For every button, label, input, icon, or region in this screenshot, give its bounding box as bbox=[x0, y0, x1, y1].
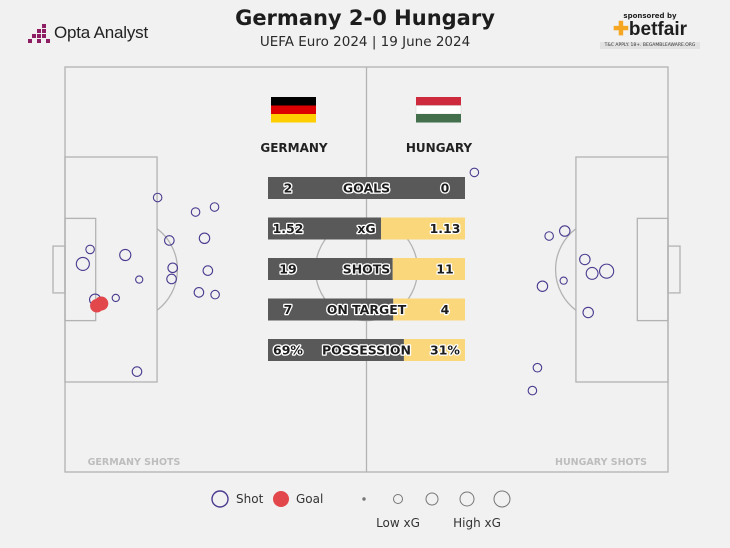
legend-xg-size-icon bbox=[362, 497, 366, 501]
germany-shot-marker bbox=[131, 366, 143, 377]
opta-analyst-logo: Opta Analyst bbox=[28, 20, 148, 46]
legend-xg-size-icon bbox=[393, 494, 403, 504]
hungary-shot-marker bbox=[582, 306, 594, 319]
legend-high-xg: High xG bbox=[453, 516, 501, 530]
hungary-shot-marker bbox=[527, 385, 538, 396]
stat-row-goals: GOALS 2 0 bbox=[268, 177, 465, 199]
stat-label: GOALS bbox=[343, 181, 390, 196]
germany-shot-marker bbox=[152, 192, 163, 203]
germany-shot-marker bbox=[190, 207, 201, 217]
germany-shot-marker bbox=[85, 244, 95, 255]
stat-row-possession: POSSESSION 69% 31% bbox=[268, 339, 465, 361]
stat-label: ON TARGET bbox=[327, 302, 407, 317]
page-subtitle: UEFA Euro 2024 | 19 June 2024 bbox=[259, 34, 471, 50]
sponsor-label: sponsored by bbox=[623, 12, 677, 20]
stat-bar-home bbox=[268, 177, 465, 199]
stat-bar-home bbox=[268, 298, 394, 321]
hungary-flag-stripe bbox=[416, 114, 461, 123]
hungary-shots-label: HUNGARY SHOTS bbox=[555, 457, 647, 468]
germany-shot-marker bbox=[210, 289, 220, 300]
stat-row-shots: SHOTS 19 11 bbox=[268, 258, 465, 280]
stat-label: POSSESSION bbox=[322, 343, 411, 358]
brand-name: Opta Analyst bbox=[54, 23, 148, 42]
germany-shot-marker bbox=[135, 275, 144, 284]
right-penalty-area bbox=[575, 156, 669, 383]
right-six-yard-box bbox=[636, 217, 669, 322]
left-goal bbox=[52, 245, 66, 294]
stat-value-away: 31% bbox=[430, 343, 460, 358]
legend-low-xg: Low xG bbox=[376, 516, 420, 530]
hungary-shot-marker bbox=[544, 231, 554, 241]
stat-value-away: 0 bbox=[441, 181, 450, 196]
germany-team-name: GERMANY bbox=[260, 141, 328, 155]
stat-bar-home bbox=[268, 339, 404, 361]
sponsor-logo: ✚betfair bbox=[600, 20, 700, 40]
legend-xg-size-icon bbox=[493, 490, 511, 508]
stat-bar-away bbox=[393, 298, 465, 321]
hungary-shot-marker bbox=[536, 280, 549, 292]
stat-value-away: 1.13 bbox=[430, 221, 461, 236]
stat-row-on-target: ON TARGET 7 4 bbox=[268, 298, 465, 321]
stat-value-home: 69% bbox=[273, 343, 303, 358]
hungary-shot-marker bbox=[559, 276, 568, 285]
hungary-team-name: HUNGARY bbox=[406, 141, 473, 155]
hungary-shot-marker bbox=[579, 253, 591, 266]
germany-shot-marker bbox=[202, 265, 214, 276]
stat-value-away: 4 bbox=[441, 302, 450, 317]
sponsor-star-icon: ✚ bbox=[613, 19, 629, 40]
germany-flag-stripe bbox=[271, 105, 316, 114]
legend-goal-label: Goal bbox=[296, 492, 323, 506]
sponsor-terms: T&C APPLY. 18+. BEGAMBLEAWARE.ORG bbox=[600, 42, 700, 49]
hungary-flag-stripe bbox=[415, 105, 462, 115]
germany-shot-marker bbox=[75, 256, 90, 271]
germany-goal-marker bbox=[90, 299, 104, 313]
stat-bar-home bbox=[268, 217, 382, 240]
legend-xg-size-icon bbox=[425, 492, 439, 506]
hungary-shot-marker bbox=[532, 362, 543, 373]
hungary-shot-marker bbox=[559, 225, 571, 237]
hungary-shot-marker bbox=[599, 263, 615, 279]
stat-bar-away bbox=[392, 258, 465, 280]
legend-shot-label: Shot bbox=[236, 492, 264, 506]
hungary-shot-marker bbox=[469, 167, 480, 178]
germany-shot-marker bbox=[209, 202, 220, 212]
germany-shot-marker bbox=[193, 287, 205, 298]
stat-label: SHOTS bbox=[343, 262, 391, 277]
legend: Shot Goal Low xG High xG bbox=[211, 490, 511, 530]
sponsor-block: sponsored by ✚betfair T&C APPLY. 18+. BE… bbox=[600, 12, 700, 49]
stat-bar-away bbox=[403, 339, 465, 361]
page-title: Germany 2-0 Hungary bbox=[235, 6, 495, 30]
stat-value-home: 2 bbox=[284, 181, 293, 196]
stat-value-home: 7 bbox=[284, 302, 293, 317]
stat-value-home: 1.52 bbox=[273, 221, 304, 236]
germany-shots-label: GERMANY SHOTS bbox=[88, 457, 181, 468]
stat-bar-home bbox=[268, 258, 393, 280]
germany-shot-marker bbox=[119, 248, 132, 262]
sponsor-name: betfair bbox=[628, 19, 687, 40]
right-goal bbox=[667, 245, 681, 294]
germany-shot-marker bbox=[164, 235, 175, 246]
germany-flag-stripe bbox=[271, 97, 316, 106]
stat-bar-away bbox=[381, 217, 465, 240]
stat-label: xG bbox=[357, 221, 375, 236]
hungary-shot-marker bbox=[585, 266, 599, 280]
right-penalty-arc bbox=[554, 228, 577, 311]
legend-goal-icon bbox=[273, 491, 289, 507]
stat-value-home: 19 bbox=[279, 262, 296, 277]
opta-logo-icon bbox=[28, 22, 50, 44]
germany-shot-marker bbox=[111, 293, 120, 303]
stat-row-xg: xG 1.52 1.13 bbox=[268, 217, 465, 240]
germany-shot-marker bbox=[198, 232, 211, 245]
stat-value-away: 11 bbox=[436, 262, 453, 277]
hungary-flag-stripe bbox=[416, 97, 461, 106]
germany-flag-stripe bbox=[271, 114, 316, 123]
germany-shot-marker bbox=[166, 273, 177, 285]
legend-shot-icon bbox=[211, 490, 229, 508]
germany-shot-marker bbox=[167, 262, 179, 274]
legend-xg-size-icon bbox=[459, 491, 475, 507]
